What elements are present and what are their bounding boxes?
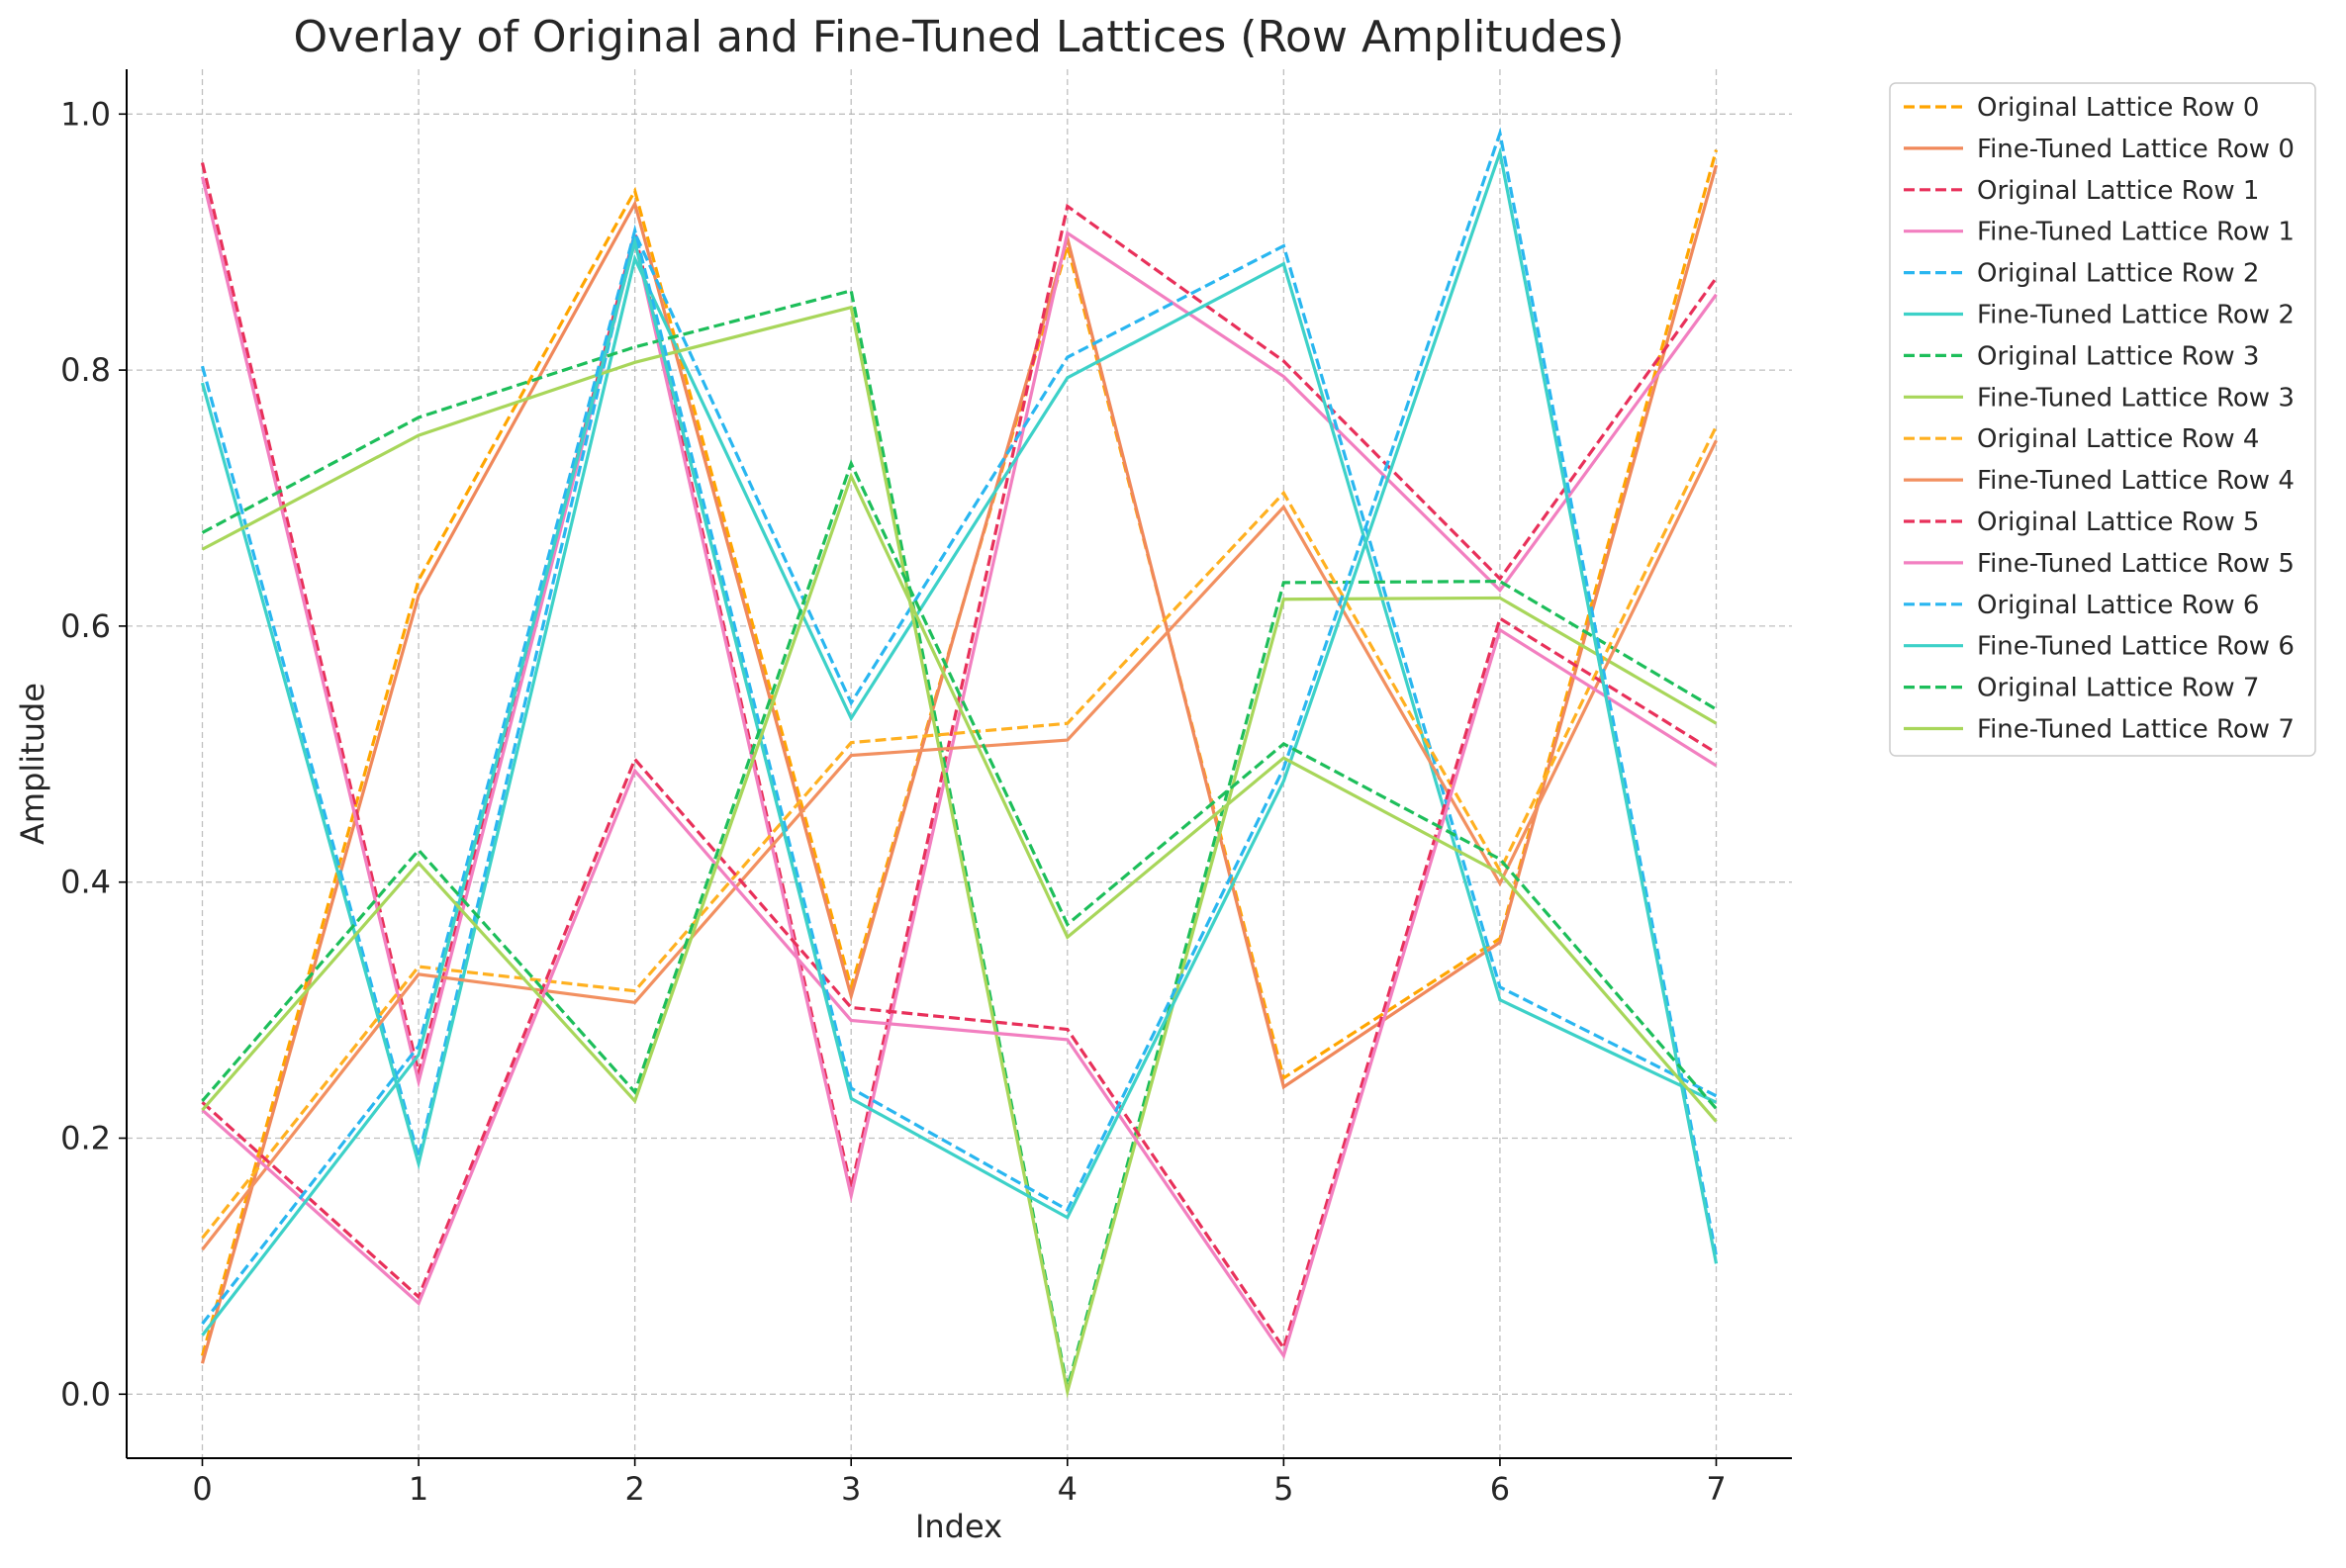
legend-box: [1889, 82, 2316, 757]
x-tick-label: 6: [1490, 1470, 1510, 1508]
series-line-10: [201, 615, 1718, 1352]
legend-entry-label: Original Lattice Row 1: [1977, 176, 2259, 206]
series-lines: [200, 127, 1719, 1399]
legend-entry-label: Original Lattice Row 0: [1977, 93, 2259, 123]
series-line-7: [201, 305, 1718, 1399]
legend-entry-label: Fine-Tuned Lattice Row 5: [1977, 549, 2295, 579]
y-axis-title: Amplitude: [14, 683, 51, 845]
series-line-5: [200, 253, 1718, 1170]
legend-entry-label: Original Lattice Row 6: [1977, 591, 2259, 620]
y-tick-label: 0.2: [60, 1119, 111, 1156]
x-tick-label: 3: [841, 1470, 861, 1508]
x-tick-label: 4: [1058, 1470, 1078, 1508]
y-ticks: 0.0 0.2 0.4 0.6 0.8 1.0: [60, 95, 127, 1413]
series-line-13: [201, 145, 1719, 1337]
series-line-12: [201, 127, 1719, 1326]
series-line-4: [200, 228, 1718, 1164]
y-tick-label: 0.4: [60, 864, 111, 901]
y-tick-label: 1.0: [60, 95, 111, 133]
series-line-6: [201, 288, 1718, 1395]
series-line-9: [201, 439, 1718, 1251]
legend-entry-label: Fine-Tuned Lattice Row 4: [1977, 466, 2295, 496]
series-line-0: [200, 149, 1719, 1356]
x-tick-label: 7: [1706, 1470, 1726, 1508]
legend-entry-label: Original Lattice Row 3: [1977, 341, 2259, 371]
chart-title: Overlay of Original and Fine-Tuned Latti…: [293, 12, 1624, 62]
legend-entry-label: Original Lattice Row 5: [1977, 507, 2259, 537]
y-tick-label: 0.6: [60, 607, 111, 645]
x-tick-label: 0: [192, 1470, 212, 1508]
x-ticks: 0 1 2 3 4 5 6 7: [192, 1458, 1727, 1508]
legend-entry-label: Fine-Tuned Lattice Row 1: [1977, 218, 2295, 247]
series-line-3: [200, 176, 1718, 1204]
legend-entry-label: Fine-Tuned Lattice Row 2: [1977, 301, 2295, 330]
series-line-14: [201, 459, 1718, 1110]
x-axis-title: Index: [915, 1508, 1002, 1545]
series-line-11: [201, 627, 1718, 1360]
x-tick-label: 5: [1273, 1470, 1293, 1508]
grid: [127, 69, 1792, 1458]
x-tick-label: 1: [409, 1470, 428, 1508]
x-tick-label: 2: [624, 1470, 644, 1508]
legend-entry-label: Fine-Tuned Lattice Row 0: [1977, 135, 2295, 164]
legend-entry-label: Fine-Tuned Lattice Row 3: [1977, 383, 2295, 413]
legend-entry-label: Original Lattice Row 7: [1977, 674, 2259, 703]
series-line-15: [201, 472, 1718, 1123]
series-line-1: [200, 164, 1719, 1364]
y-tick-label: 0.8: [60, 351, 111, 389]
series-line-8: [201, 425, 1718, 1240]
legend: Original Lattice Row 0 Fine-Tuned Lattice…: [1889, 82, 2316, 757]
axes: [126, 69, 1792, 1459]
y-tick-label: 0.0: [60, 1375, 111, 1413]
legend-entry-label: Original Lattice Row 2: [1977, 259, 2259, 289]
legend-entry-label: Original Lattice Row 4: [1977, 424, 2259, 454]
legend-entry-label: Fine-Tuned Lattice Row 7: [1977, 715, 2295, 745]
legend-entry-label: Fine-Tuned Lattice Row 6: [1977, 632, 2295, 662]
